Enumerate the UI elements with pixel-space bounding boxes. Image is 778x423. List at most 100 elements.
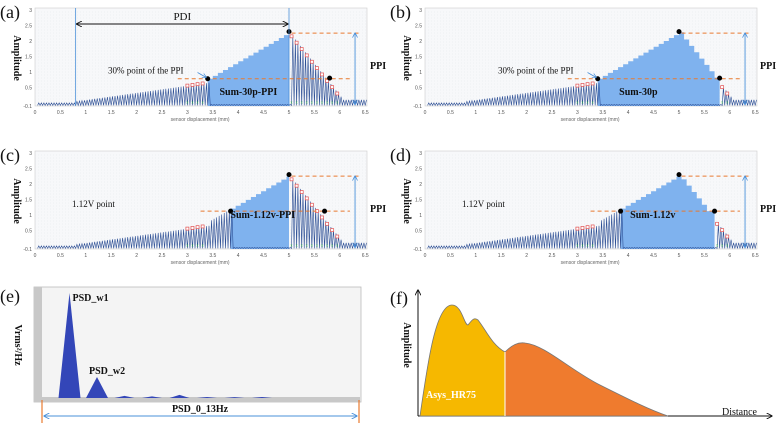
x-tick-label: 1.5 (498, 253, 505, 259)
y-tick-label: 0.5 (25, 228, 32, 234)
peak-marker (715, 221, 719, 226)
threshold-annotation: 1.12V point (462, 199, 505, 209)
valley-marker: x (581, 243, 583, 248)
peak-point (676, 172, 682, 178)
y-tick-label: 2.5 (25, 166, 32, 172)
x-tick-label: 1 (84, 253, 87, 259)
psd-peak (224, 397, 245, 398)
valley-marker: x (291, 243, 293, 248)
peak-marker (299, 47, 304, 51)
valley-marker: x (197, 100, 199, 105)
x-tick-label: 5 (678, 253, 681, 259)
x-tick-label: 3.5 (209, 110, 216, 116)
threshold-annotation: 30% point of the PPI (108, 65, 184, 75)
threshold-point (322, 208, 328, 214)
panel-label: (f) (390, 288, 408, 309)
peak-marker (720, 85, 725, 90)
x-axis-label: sensor displacement (mm) (561, 260, 620, 266)
x-tick-label: 0 (34, 110, 37, 116)
signal-line (427, 208, 757, 250)
x-tick-label: 2.5 (159, 110, 166, 116)
y-tick-label: 1.5 (25, 197, 32, 203)
peak-point (676, 29, 682, 35)
panel-d: (d) 0 0.5 1 1.5 2 2.5 3 3.5 4 4.5 5 5.5 6 6.5 -0.1 0.5 1 1… (390, 145, 776, 266)
x-tick-label: 2 (525, 253, 528, 259)
x-tick-label: 3 (186, 253, 189, 259)
y-tick-label: 2 (29, 182, 32, 188)
x-tick-label: 1 (474, 110, 477, 116)
valley-marker: x (587, 243, 589, 248)
x-tick-label: 4 (237, 110, 240, 116)
annotation-arrow (197, 72, 207, 78)
peak-marker (720, 228, 725, 233)
peak-marker (585, 82, 590, 87)
valley-marker: x (587, 100, 589, 105)
valley-marker: x (186, 243, 188, 248)
peak-marker (310, 202, 314, 207)
valley-marker: x (321, 100, 323, 105)
y-tick-label: 2 (29, 39, 32, 45)
valley-marker: x (592, 100, 594, 105)
x-tick-label: 6 (728, 110, 731, 116)
valley-marker: x (197, 243, 199, 248)
y-axis-label: Amplitude (11, 178, 22, 224)
x-tick-label: 5.5 (701, 110, 708, 116)
plot-area (33, 286, 362, 403)
peak-marker (304, 196, 309, 201)
y-tick-label: 0.5 (415, 228, 422, 234)
valley-marker: x (592, 243, 594, 248)
valley-marker: x (331, 243, 333, 248)
peak-marker (320, 72, 324, 77)
region-2-area (504, 342, 669, 417)
signal-line (427, 82, 757, 107)
valley-marker: x (336, 100, 338, 105)
x-tick-label: 1.5 (108, 253, 115, 259)
peak-marker (330, 228, 335, 233)
y-tick-label: 1.5 (415, 197, 422, 203)
valley-marker: x (326, 243, 328, 248)
sum-area (620, 176, 715, 249)
peak-marker (580, 226, 585, 230)
x-tick-label: 5.5 (701, 253, 708, 259)
panel-e: (e) Vrms²/Hz PSD_w1 PSD_w2 PSD_0_13Hz (0, 286, 362, 423)
valley-marker: x (721, 100, 723, 105)
threshold-point (327, 75, 333, 81)
sum-area (207, 32, 289, 106)
psd-peak (169, 394, 190, 398)
x-tick-label: 5.5 (311, 253, 318, 259)
x-tick-label: 6.5 (362, 110, 369, 116)
y-tick-label: 2 (419, 182, 422, 188)
y-tick-label: 1.5 (25, 54, 32, 60)
valley-marker: x (316, 100, 318, 105)
panel-c: (c) 0 0.5 1 1.5 2 2.5 3 3.5 4 4.5 5 5.5 6 6.5 -0.1 0.5 1 1… (0, 145, 386, 266)
y-axis-label: Amplitude (401, 35, 412, 81)
valley-marker: x (316, 243, 318, 248)
peak-marker (315, 66, 319, 70)
peak-marker (294, 183, 299, 188)
valley-marker: x (726, 243, 728, 248)
ppi-label: PPI (760, 204, 776, 215)
peak-marker (200, 224, 205, 229)
peak-marker (575, 226, 580, 231)
x-tick-label: 1.5 (498, 110, 505, 116)
panel-label: (c) (0, 145, 20, 166)
valley-marker: x (336, 243, 338, 248)
psd-peak (197, 396, 217, 398)
region-1-area (419, 304, 506, 417)
y-tick-label: 3 (419, 151, 422, 157)
x-tick-label: 1 (84, 110, 87, 116)
valley-marker: x (296, 243, 298, 248)
peak-marker (335, 91, 340, 96)
valley-marker: x (576, 243, 578, 248)
x-tick-label: 1 (474, 253, 477, 259)
y-tick-label: 2.5 (415, 23, 422, 29)
peak-marker (725, 234, 730, 239)
psd-peak (58, 293, 81, 398)
x-tick-label: 3.5 (599, 253, 606, 259)
peak-marker (190, 83, 195, 87)
peak-marker (289, 34, 294, 39)
x-tick-label: 0.5 (57, 253, 64, 259)
y-tick-label: 1 (419, 213, 422, 219)
peak-marker (590, 81, 595, 86)
y-axis-label: Amplitude (11, 35, 22, 81)
